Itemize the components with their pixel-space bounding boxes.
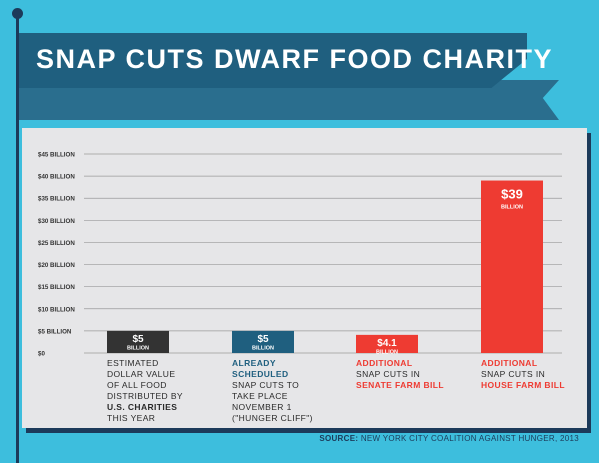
bar-value-label: $5 bbox=[132, 334, 144, 345]
category-label-line: SCHEDULED bbox=[232, 369, 289, 379]
y-tick-label: $45 BILLION bbox=[38, 152, 75, 159]
category-label: ADDITIONAL SNAP CUTS IN SENATE FARM BILL bbox=[356, 358, 444, 391]
title-banner bbox=[19, 33, 527, 88]
bar-unit-label: BILLION bbox=[501, 205, 523, 211]
bar bbox=[107, 330, 169, 353]
category-label-line: THIS YEAR bbox=[107, 413, 156, 423]
category-label-line: SNAP CUTS IN bbox=[481, 369, 546, 379]
bar-value-label: $39 bbox=[501, 187, 523, 202]
bar bbox=[232, 330, 294, 353]
category-label-line: SNAP CUTS TO bbox=[232, 380, 300, 390]
category-label-line: TAKE PLACE bbox=[232, 391, 288, 401]
bar-unit-label: BILLION bbox=[376, 349, 398, 355]
category-label-line: DISTRIBUTED BY bbox=[107, 391, 183, 401]
category-label-line: SNAP CUTS IN bbox=[356, 369, 421, 379]
flag-pole bbox=[16, 14, 19, 463]
y-tick-label: $20 BILLION bbox=[38, 262, 75, 269]
flag-pole-top bbox=[12, 8, 23, 19]
bar-value-label: $5 bbox=[257, 334, 269, 345]
category-label: ESTIMATED DOLLAR VALUE OF ALL FOOD DISTRIBU… bbox=[107, 358, 183, 424]
category-label: ADDITIONAL SNAP CUTS IN HOUSE FARM BILL bbox=[481, 358, 565, 391]
y-tick-label: $40 BILLION bbox=[38, 174, 75, 181]
bar-unit-label: BILLION bbox=[252, 345, 274, 351]
category-label-line: DOLLAR VALUE bbox=[107, 369, 176, 379]
y-tick-label: $0 bbox=[38, 351, 45, 358]
bar-value-label: $4.1 bbox=[377, 338, 397, 349]
category-label-line: U.S. CHARITIES bbox=[107, 402, 178, 412]
y-tick-label: $25 BILLION bbox=[38, 240, 75, 247]
bar bbox=[356, 334, 418, 353]
y-tick-label: $15 BILLION bbox=[38, 284, 75, 291]
y-tick-label: $30 BILLION bbox=[38, 218, 75, 225]
category-label: ALREADY SCHEDULED SNAP CUTS TO TAKE PLACE NO… bbox=[232, 358, 313, 424]
y-tick-label: $10 BILLION bbox=[38, 306, 75, 313]
category-label-line: NOVEMBER 1 bbox=[232, 402, 292, 412]
category-label-line: ("HUNGER CLIFF") bbox=[232, 413, 313, 423]
category-label-line: ADDITIONAL bbox=[481, 358, 538, 368]
category-label-line: ALREADY bbox=[232, 358, 276, 368]
bar-unit-label: BILLION bbox=[127, 345, 149, 351]
source-note: SOURCE: NEW YORK CITY COALITION AGAINST … bbox=[319, 434, 579, 443]
category-label-line: HOUSE FARM BILL bbox=[481, 380, 565, 390]
source-text: NEW YORK CITY COALITION AGAINST HUNGER, … bbox=[360, 434, 579, 443]
bar bbox=[481, 180, 543, 353]
chart-title: SNAP CUTS DWARF FOOD CHARITY bbox=[36, 44, 554, 74]
category-label-line: ESTIMATED bbox=[107, 358, 159, 368]
category-label-line: OF ALL FOOD bbox=[107, 380, 167, 390]
category-label-line: SENATE FARM BILL bbox=[356, 380, 444, 390]
y-tick-label: $5 BILLION bbox=[38, 328, 72, 335]
category-label-line: ADDITIONAL bbox=[356, 358, 413, 368]
y-tick-label: $35 BILLION bbox=[38, 196, 75, 203]
source-label: SOURCE: bbox=[319, 434, 359, 443]
